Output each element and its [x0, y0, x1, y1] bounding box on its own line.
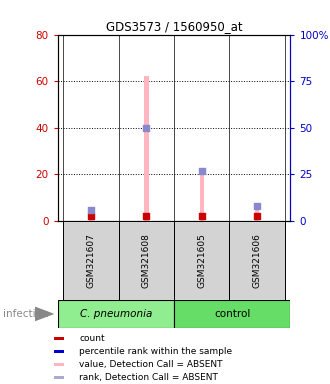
Bar	[58, 300, 174, 328]
Polygon shape	[35, 306, 54, 321]
Bar	[174, 300, 290, 328]
Text: C. pneumonia: C. pneumonia	[80, 309, 152, 319]
Bar	[89, 209, 93, 221]
Bar	[144, 76, 148, 221]
Text: count: count	[79, 334, 105, 343]
Bar	[200, 174, 204, 221]
Point	[88, 213, 94, 219]
Point	[88, 207, 94, 213]
Bar	[119, 221, 174, 300]
Text: GSM321608: GSM321608	[142, 233, 151, 288]
Text: value, Detection Call = ABSENT: value, Detection Call = ABSENT	[79, 360, 222, 369]
Text: rank, Detection Call = ABSENT: rank, Detection Call = ABSENT	[79, 373, 218, 382]
Bar	[229, 221, 285, 300]
Bar	[174, 221, 229, 300]
Text: percentile rank within the sample: percentile rank within the sample	[79, 347, 232, 356]
Text: GSM321605: GSM321605	[197, 233, 206, 288]
Text: infection: infection	[3, 309, 49, 319]
Title: GDS3573 / 1560950_at: GDS3573 / 1560950_at	[106, 20, 243, 33]
Bar	[54, 363, 64, 366]
Point	[199, 213, 204, 219]
Bar	[63, 221, 119, 300]
Bar	[54, 376, 64, 379]
Text: control: control	[214, 309, 250, 319]
Point	[144, 125, 149, 131]
Point	[254, 203, 260, 209]
Bar	[54, 337, 64, 340]
Text: GSM321607: GSM321607	[86, 233, 95, 288]
Bar	[54, 350, 64, 353]
Bar	[255, 209, 259, 221]
Point	[144, 213, 149, 219]
Text: GSM321606: GSM321606	[253, 233, 262, 288]
Point	[199, 167, 204, 174]
Point	[254, 213, 260, 219]
